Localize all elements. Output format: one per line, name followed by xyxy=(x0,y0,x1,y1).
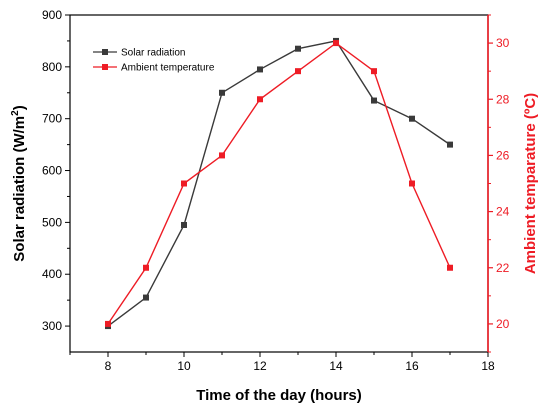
legend-box xyxy=(88,41,238,77)
right-tick-label: 20 xyxy=(496,317,510,331)
data-point-0 xyxy=(219,89,225,96)
data-point-0 xyxy=(257,66,263,73)
left-tick-label: 600 xyxy=(42,164,62,178)
left-tick-label: 500 xyxy=(42,215,62,229)
legend-marker-solar-radiation xyxy=(102,49,108,55)
data-point-1 xyxy=(257,96,263,103)
x-tick-label: 8 xyxy=(105,359,112,373)
left-tick-label: 400 xyxy=(42,267,62,281)
left-tick-label: 300 xyxy=(42,319,62,333)
data-point-0 xyxy=(447,141,453,148)
left-axis-title-sup: 2 xyxy=(10,110,21,116)
series-line-1 xyxy=(107,42,451,325)
x-tick-label: 12 xyxy=(253,359,267,373)
left-axis-ticks: 300 400 500 600 700 800 900 xyxy=(42,8,70,333)
legend: Solar radiation Ambient temperature xyxy=(88,41,238,77)
data-point-1 xyxy=(333,40,339,47)
left-tick-label: 800 xyxy=(42,60,62,74)
data-point-0 xyxy=(409,115,415,122)
data-point-0 xyxy=(371,97,377,104)
right-axis-title: Ambient temparature (ºC) xyxy=(522,93,539,274)
legend-marker-ambient-temperature xyxy=(102,64,108,70)
x-tick-label: 18 xyxy=(481,359,495,373)
data-point-1 xyxy=(143,264,149,271)
legend-label-solar-radiation: Solar radiation xyxy=(121,48,185,59)
x-axis-title: Time of the day (hours) xyxy=(196,387,362,404)
right-tick-label: 22 xyxy=(496,261,510,275)
data-point-1 xyxy=(181,180,187,187)
left-axis-title: Solar radiation (W/m2) xyxy=(10,105,28,261)
data-point-1 xyxy=(105,320,111,327)
data-point-1 xyxy=(219,152,225,159)
data-point-0 xyxy=(143,294,149,301)
series-line-0 xyxy=(107,40,451,327)
right-tick-label: 26 xyxy=(496,148,510,162)
x-tick-label: 16 xyxy=(405,359,419,373)
series-layer xyxy=(105,37,453,330)
left-tick-label: 900 xyxy=(42,8,62,22)
left-tick-label: 700 xyxy=(42,112,62,126)
data-point-0 xyxy=(295,45,301,52)
right-tick-label: 24 xyxy=(496,205,510,219)
data-point-1 xyxy=(295,68,301,75)
data-point-1 xyxy=(409,180,415,187)
x-axis-ticks: 8 10 12 14 16 18 xyxy=(69,352,495,373)
data-point-1 xyxy=(371,68,377,75)
x-tick-label: 14 xyxy=(329,359,343,373)
right-tick-label: 30 xyxy=(496,36,510,50)
data-point-1 xyxy=(447,264,453,271)
left-axis-title-close: ) xyxy=(11,105,28,110)
data-point-0 xyxy=(181,221,187,228)
right-axis-ticks: 20 22 24 26 28 30 xyxy=(488,14,510,353)
left-axis-title-base: Solar radiation (W/m xyxy=(11,116,28,262)
x-tick-label: 10 xyxy=(177,359,191,373)
right-tick-label: 28 xyxy=(496,92,510,106)
legend-label-ambient-temperature: Ambient temperature xyxy=(121,63,215,74)
